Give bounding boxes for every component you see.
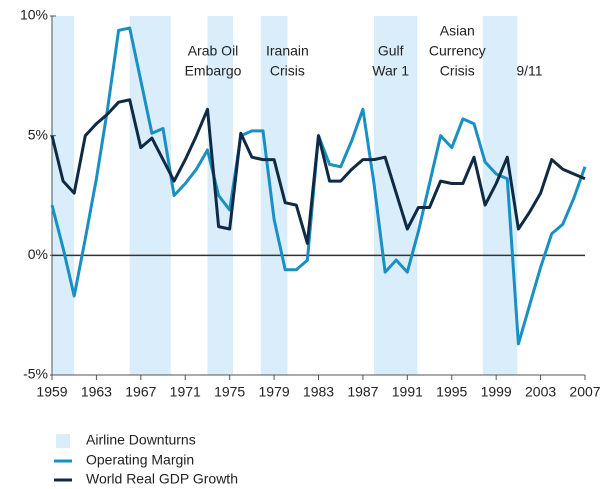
y-tick-label: 10% — [20, 7, 48, 23]
series-line — [50, 98, 586, 245]
annotation: War 1 — [372, 63, 409, 79]
x-tick-label: 1995 — [436, 384, 467, 400]
legend-label: World Real GDP Growth — [86, 471, 238, 487]
annotation: Arab Oil — [188, 43, 239, 59]
annotation: Gulf — [378, 43, 404, 59]
downturn-band — [52, 16, 75, 375]
x-tick-label: 2007 — [569, 384, 600, 400]
x-tick-label: 1959 — [36, 384, 67, 400]
annotation: Currency — [429, 43, 486, 59]
x-tick-label: 1971 — [170, 384, 201, 400]
y-tick-label: 5% — [28, 126, 48, 142]
annotation: Crisis — [270, 63, 305, 79]
legend-label: Operating Margin — [86, 452, 194, 468]
downturn-band — [129, 16, 171, 375]
x-tick-label: 1975 — [214, 384, 245, 400]
y-tick-label: 0% — [28, 246, 48, 262]
annotation: Iranain — [266, 43, 309, 59]
legend-swatch — [56, 434, 70, 448]
x-tick-label: 2003 — [525, 384, 556, 400]
x-tick-label: 1987 — [347, 384, 378, 400]
x-tick-label: 1967 — [125, 384, 156, 400]
x-tick-label: 1983 — [303, 384, 334, 400]
y-tick-label: -5% — [23, 366, 48, 382]
x-tick-label: 1999 — [481, 384, 512, 400]
annotation: Embargo — [185, 63, 242, 79]
annotation: Crisis — [440, 63, 475, 79]
x-tick-label: 1963 — [81, 384, 112, 400]
legend-label: Airline Downturns — [86, 432, 196, 448]
x-tick-label: 1991 — [392, 384, 423, 400]
annotation: Asian — [440, 23, 475, 39]
x-tick-label: 1979 — [259, 384, 290, 400]
annotation: 9/11 — [516, 63, 542, 79]
